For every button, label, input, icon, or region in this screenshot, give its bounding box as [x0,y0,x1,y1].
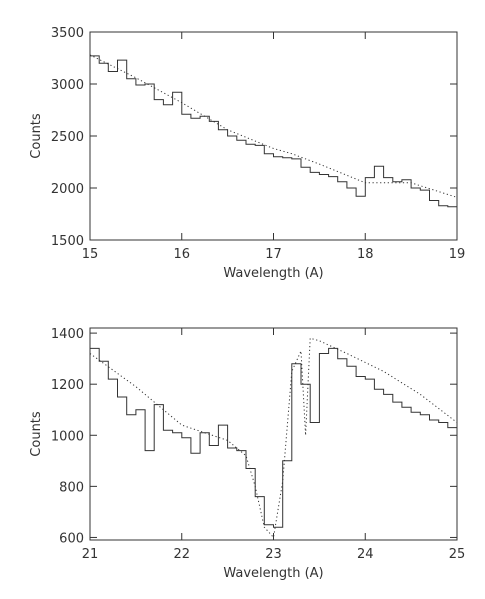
x-tick-label: 16 [173,247,190,262]
x-axis-title: Wavelength (A) [223,566,323,581]
model-curve [90,337,457,539]
x-tick-label: 15 [82,247,99,262]
y-axis-title: Counts [29,113,44,159]
y-tick-label: 1400 [51,327,84,342]
y-tick-label: 600 [59,531,84,546]
x-tick-label: 21 [82,547,99,562]
data-histogram [90,347,457,528]
y-tick-label: 3500 [51,26,84,41]
top-panel: 15 16 17 18 19 1500 2000 2500 3000 3500 Wavelength… [29,26,465,281]
x-tick-label: 17 [265,247,282,262]
y-tick-label: 1200 [51,378,84,393]
y-axis-title: Counts [29,411,44,457]
x-tick-label: 24 [357,547,374,562]
model-curve [90,54,457,198]
bottom-panel: 21 22 23 24 25 600 800 1000 1200 1400 Wavelength (… [29,327,465,581]
y-tick-label: 800 [59,480,84,495]
y-tick-label: 1500 [51,234,84,249]
plot-frame [89,31,458,241]
x-tick-label: 19 [449,247,466,262]
x-tick-label: 18 [357,247,374,262]
x-tick-label: 25 [449,547,466,562]
y-tick-label: 2500 [51,130,84,145]
x-axis-title: Wavelength (A) [223,266,323,281]
y-tick-label: 3000 [51,78,84,93]
data-histogram [90,55,457,213]
y-tick-label: 2000 [51,182,84,197]
x-tick-label: 22 [173,547,190,562]
y-tick-label: 1000 [51,429,84,444]
x-tick-label: 23 [265,547,282,562]
